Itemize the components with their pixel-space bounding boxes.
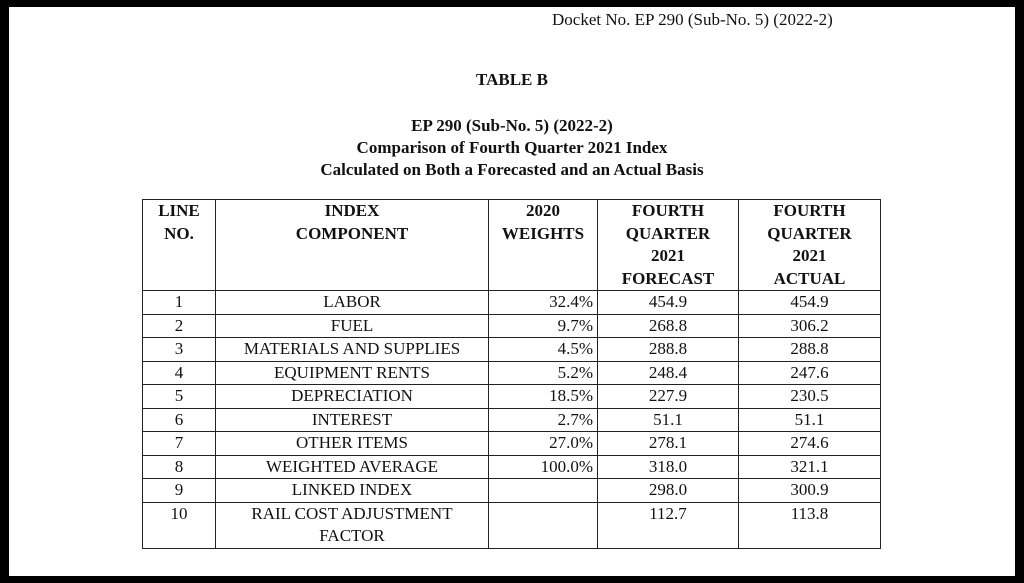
subtitle-3: Calculated on Both a Forecasted and an A… <box>320 160 704 179</box>
cell-line-no: 1 <box>142 290 216 315</box>
header-text: COMPONENT <box>295 223 409 243</box>
cell-actual: 454.9 <box>738 290 881 315</box>
header-text: QUARTER <box>625 223 711 243</box>
header-text: FOURTH <box>773 201 846 220</box>
cell-actual: 247.6 <box>738 360 881 385</box>
header-text: 2020 <box>526 201 560 220</box>
cell-weights: 4.5% <box>488 337 598 362</box>
cell-line-no: 10 <box>142 501 216 549</box>
cell-forecast: 227.9 <box>597 384 739 409</box>
cell-weights <box>488 478 598 503</box>
cell-forecast: 112.7 <box>597 501 739 549</box>
header-line-no: LINE NO. <box>142 199 216 291</box>
cell-actual: 51.1 <box>738 407 881 432</box>
table-row: 2 FUEL 9.7% 268.8 306.2 <box>142 313 881 338</box>
header-text: QUARTER <box>767 223 852 243</box>
table-row: 5 DEPRECIATION 18.5% 227.9 230.5 <box>142 384 881 409</box>
table-row: 1 LABOR 32.4% 454.9 454.9 <box>142 290 881 315</box>
cell-line-no: 6 <box>142 407 216 432</box>
cell-actual: 300.9 <box>738 478 881 503</box>
table-row: 3 MATERIALS AND SUPPLIES 4.5% 288.8 288.8 <box>142 337 881 362</box>
cell-actual: 230.5 <box>738 384 881 409</box>
table-row: 8 WEIGHTED AVERAGE 100.0% 318.0 321.1 <box>142 454 881 479</box>
cell-line-no: 3 <box>142 337 216 362</box>
cell-index-component: FUEL <box>215 313 489 338</box>
cell-forecast: 318.0 <box>597 454 739 479</box>
comparison-table: LINE NO. INDEX COMPONENT 2020 WEIGHTS FOURTH QU… <box>142 199 881 549</box>
subtitle-1: EP 290 (Sub-No. 5) (2022-2) <box>411 116 613 135</box>
cell-index-component: INTEREST <box>215 407 489 432</box>
header-text: WEIGHTS <box>501 223 585 243</box>
cell-index-component: MATERIALS AND SUPPLIES <box>215 337 489 362</box>
cell-weights: 100.0% <box>488 454 598 479</box>
cell-line-no: 4 <box>142 360 216 385</box>
table-row: 9 LINKED INDEX 298.0 300.9 <box>142 478 881 503</box>
cell-weights: 2.7% <box>488 407 598 432</box>
cell-weights: 32.4% <box>488 290 598 315</box>
table-row: 4 EQUIPMENT RENTS 5.2% 248.4 247.6 <box>142 360 881 385</box>
cell-actual: 113.8 <box>738 501 881 549</box>
cell-index-component: LINKED INDEX <box>215 478 489 503</box>
cell-line-no: 7 <box>142 431 216 456</box>
header-text: LINE <box>158 201 200 220</box>
header-actual: FOURTH QUARTER 2021 ACTUAL <box>738 199 881 291</box>
cell-actual: 288.8 <box>738 337 881 362</box>
cell-forecast: 248.4 <box>597 360 739 385</box>
header-row: LINE NO. INDEX COMPONENT 2020 WEIGHTS FOURTH QU… <box>142 199 881 291</box>
table-label: TABLE B <box>476 70 548 89</box>
cell-forecast: 268.8 <box>597 313 739 338</box>
cell-forecast: 51.1 <box>597 407 739 432</box>
header-forecast: FOURTH QUARTER 2021 FORECAST <box>597 199 739 291</box>
cell-weights <box>488 501 598 549</box>
cell-actual: 306.2 <box>738 313 881 338</box>
table-row: 6 INTEREST 2.7% 51.1 51.1 <box>142 407 881 432</box>
header-index-component: INDEX COMPONENT <box>215 199 489 291</box>
cell-forecast: 454.9 <box>597 290 739 315</box>
cell-forecast: 288.8 <box>597 337 739 362</box>
cell-weights: 18.5% <box>488 384 598 409</box>
cell-line-no: 8 <box>142 454 216 479</box>
cell-index-component: OTHER ITEMS <box>215 431 489 456</box>
header-text: 2021 <box>651 246 685 265</box>
table-row: 7 OTHER ITEMS 27.0% 278.1 274.6 <box>142 431 881 456</box>
header-weights: 2020 WEIGHTS <box>488 199 598 291</box>
cell-index-component: WEIGHTED AVERAGE <box>215 454 489 479</box>
cell-line-no: 5 <box>142 384 216 409</box>
subtitle-2: Comparison of Fourth Quarter 2021 Index <box>356 138 668 157</box>
cell-forecast: 298.0 <box>597 478 739 503</box>
header-text: NO. <box>164 223 194 243</box>
header-text: INDEX <box>324 201 380 220</box>
cell-index-component: EQUIPMENT RENTS <box>215 360 489 385</box>
table-row: 10 RAIL COST ADJUSTMENT FACTOR 112.7 113.8 <box>142 501 881 549</box>
cell-actual: 274.6 <box>738 431 881 456</box>
header-text: ACTUAL <box>773 268 846 288</box>
docket-number: Docket No. EP 290 (Sub-No. 5) (2022-2) <box>552 10 833 29</box>
cell-line-no: 9 <box>142 478 216 503</box>
cell-index-component: DEPRECIATION <box>215 384 489 409</box>
header-text: FOURTH <box>631 201 705 220</box>
cell-weights: 9.7% <box>488 313 598 338</box>
cell-weights: 27.0% <box>488 431 598 456</box>
cell-weights: 5.2% <box>488 360 598 385</box>
cell-line-no: 2 <box>142 313 216 338</box>
cell-index-component: LABOR <box>215 290 489 315</box>
cell-index-component: RAIL COST ADJUSTMENT FACTOR <box>215 501 489 549</box>
header-text: 2021 <box>792 246 827 265</box>
cell-actual: 321.1 <box>738 454 881 479</box>
cell-forecast: 278.1 <box>597 431 739 456</box>
header-text: FORECAST <box>621 268 715 288</box>
